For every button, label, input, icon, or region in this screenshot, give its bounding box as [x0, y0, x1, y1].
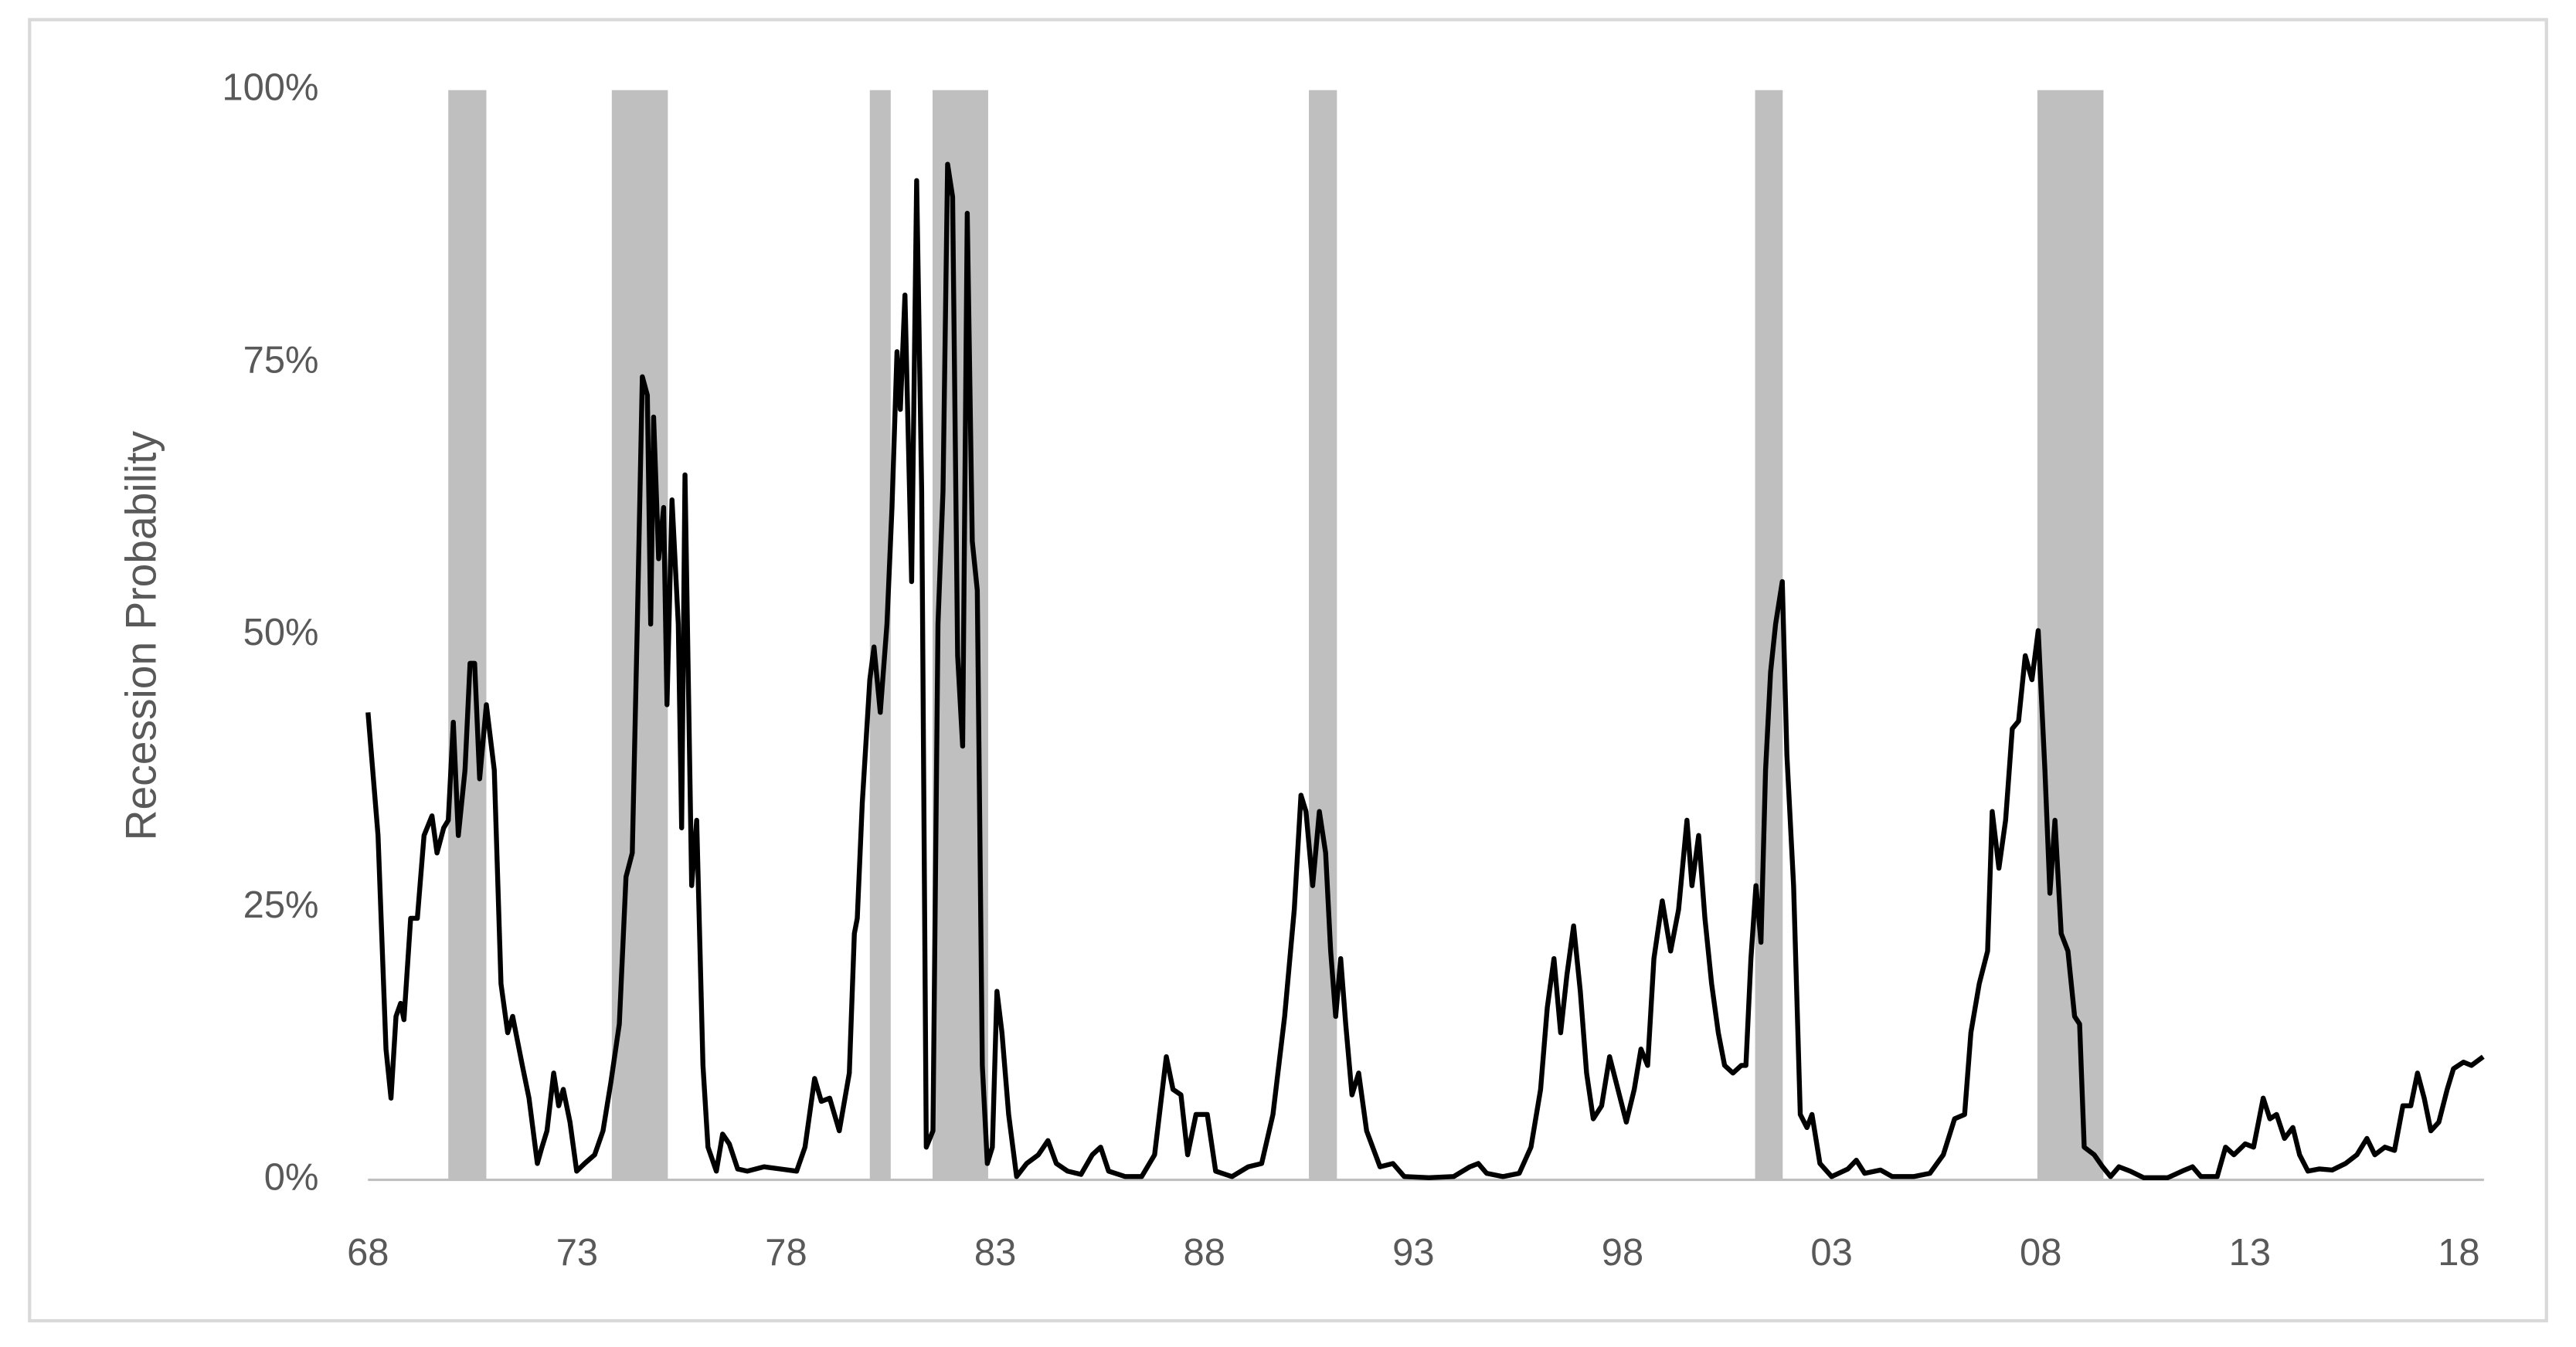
x-tick-label: 83: [974, 1232, 1016, 1274]
axes: 0% 25% 50% 75% 100% 68 73 78 83 88 93 98 03 08 13 18: [222, 67, 2484, 1274]
y-axis-title: Recession Probability: [117, 431, 165, 841]
plot: [365, 161, 2485, 1180]
x-tick-label: 73: [556, 1232, 598, 1274]
x-tick-label: 08: [2020, 1232, 2061, 1274]
y-tick-label: 100%: [222, 67, 318, 109]
recession-band: [448, 90, 487, 1180]
x-tick-label: 68: [347, 1232, 389, 1274]
y-tick-label: 25%: [243, 884, 319, 926]
probability-line: [365, 161, 2485, 1180]
x-tick-label: 98: [1602, 1232, 1643, 1274]
x-tick-label: 78: [765, 1232, 807, 1274]
y-tick-label: 50%: [243, 612, 319, 653]
y-tick-label: 0%: [264, 1157, 319, 1199]
shaded-periods: [448, 90, 2104, 1180]
x-tick-label: 03: [1810, 1232, 1852, 1274]
x-tick-label: 18: [2438, 1232, 2479, 1274]
x-tick-label: 88: [1184, 1232, 1225, 1274]
y-tick-label: 75%: [243, 339, 319, 381]
x-tick-label: 13: [2229, 1232, 2271, 1274]
chart-frame: [28, 18, 2548, 1323]
x-tick-label: 93: [1392, 1232, 1434, 1274]
recession-band: [1309, 90, 1337, 1180]
recession-band: [1755, 90, 1783, 1180]
recession-band: [2037, 90, 2104, 1180]
